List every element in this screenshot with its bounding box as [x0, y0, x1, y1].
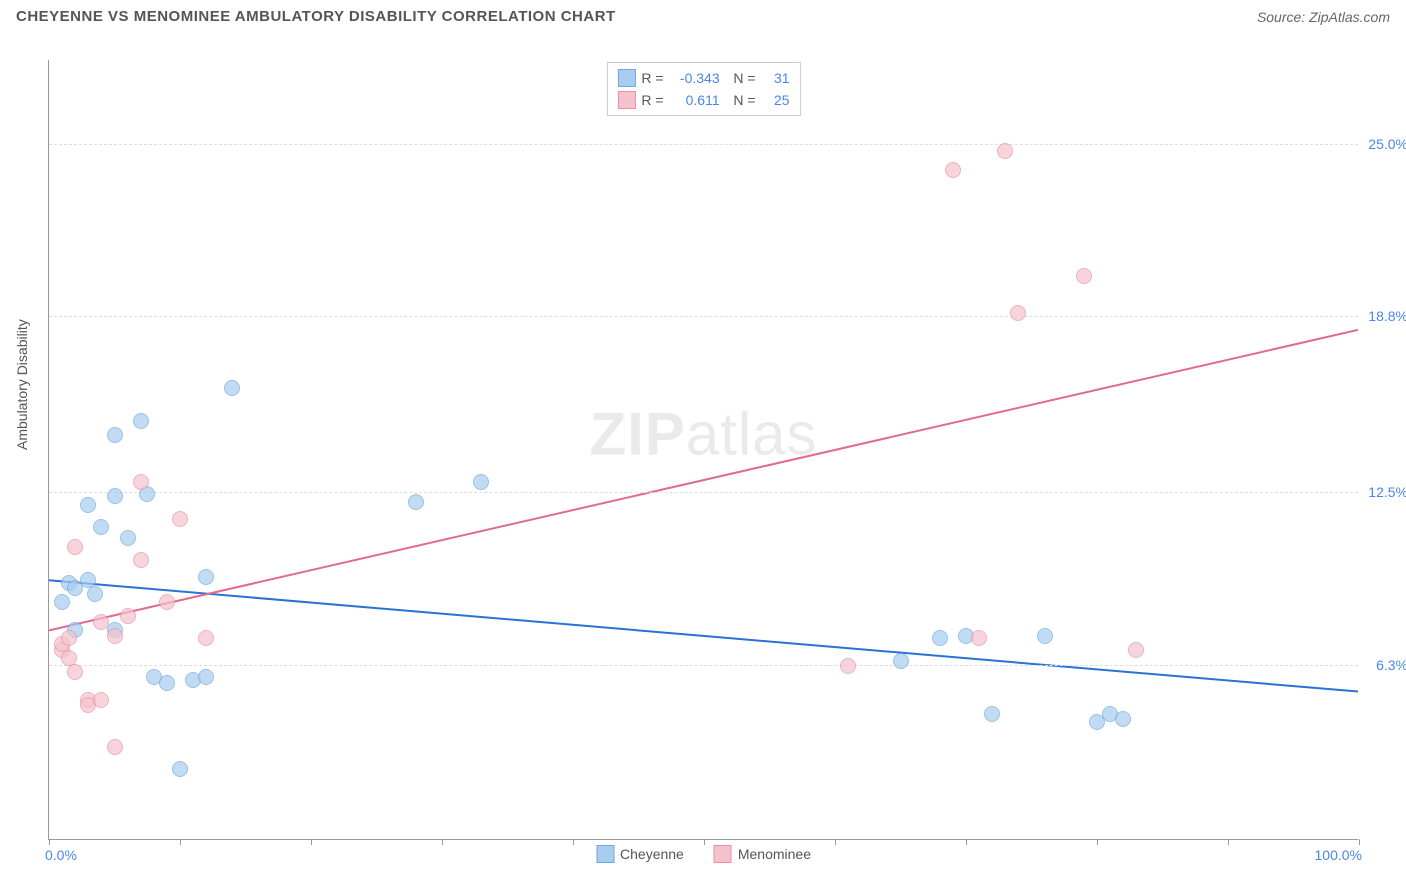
data-point — [473, 474, 489, 490]
data-point — [971, 630, 987, 646]
legend-series-name: Cheyenne — [620, 846, 684, 862]
data-point — [120, 530, 136, 546]
data-point — [1037, 628, 1053, 644]
data-point — [67, 539, 83, 555]
x-tick — [835, 839, 836, 845]
data-point — [932, 630, 948, 646]
series-legend-item: Menominee — [714, 845, 811, 863]
data-point — [997, 143, 1013, 159]
regression-line — [49, 580, 1358, 691]
gridline — [49, 316, 1358, 317]
data-point — [893, 653, 909, 669]
data-point — [133, 552, 149, 568]
data-point — [408, 494, 424, 510]
regression-line — [49, 330, 1358, 630]
y-axis-label: Ambulatory Disability — [14, 319, 30, 450]
x-tick — [1228, 839, 1229, 845]
legend-n-label: N = — [726, 70, 756, 86]
data-point — [67, 664, 83, 680]
x-tick — [442, 839, 443, 845]
watermark: ZIPatlas — [589, 399, 817, 468]
chart-title: CHEYENNE VS MENOMINEE AMBULATORY DISABIL… — [16, 8, 616, 25]
data-point — [945, 162, 961, 178]
legend-row: R = 0.611 N = 25 — [617, 89, 789, 111]
x-tick — [1097, 839, 1098, 845]
correlation-legend: R = -0.343 N = 31 R = 0.611 N = 25 — [606, 62, 800, 116]
data-point — [61, 630, 77, 646]
data-point — [984, 706, 1000, 722]
chart-plot-area: ZIPatlas R =-0.343 N =31R =0.611 N =25 6… — [48, 60, 1358, 840]
legend-swatch — [714, 845, 732, 863]
y-tick-label: 6.3% — [1376, 657, 1406, 673]
regression-lines — [49, 60, 1358, 839]
data-point — [107, 739, 123, 755]
x-tick — [966, 839, 967, 845]
data-point — [840, 658, 856, 674]
legend-r-value: -0.343 — [670, 70, 720, 86]
data-point — [93, 614, 109, 630]
legend-series-name: Menominee — [738, 846, 811, 862]
data-point — [107, 488, 123, 504]
data-point — [172, 761, 188, 777]
legend-swatch — [596, 845, 614, 863]
series-legend-item: Cheyenne — [596, 845, 684, 863]
x-axis-min-label: 0.0% — [45, 847, 77, 863]
data-point — [87, 586, 103, 602]
gridline — [49, 492, 1358, 493]
data-point — [198, 569, 214, 585]
legend-r-label: R = — [641, 70, 663, 86]
y-tick-label: 25.0% — [1368, 136, 1406, 152]
data-point — [80, 497, 96, 513]
gridline — [49, 665, 1358, 666]
legend-n-value: 31 — [762, 70, 790, 86]
data-point — [198, 630, 214, 646]
x-tick — [573, 839, 574, 845]
data-point — [93, 519, 109, 535]
legend-n-value: 25 — [762, 92, 790, 108]
data-point — [107, 427, 123, 443]
data-point — [159, 675, 175, 691]
series-legend: Cheyenne Menominee — [596, 845, 811, 863]
data-point — [120, 608, 136, 624]
data-point — [133, 474, 149, 490]
data-point — [1115, 711, 1131, 727]
x-axis-max-label: 100.0% — [1315, 847, 1362, 863]
legend-swatch — [617, 91, 635, 109]
legend-row: R = -0.343 N = 31 — [617, 67, 789, 89]
legend-n-label: N = — [726, 92, 756, 108]
data-point — [1010, 305, 1026, 321]
data-point — [224, 380, 240, 396]
data-point — [133, 413, 149, 429]
x-tick — [49, 839, 50, 845]
legend-r-label: R = — [641, 92, 663, 108]
x-tick — [311, 839, 312, 845]
source-attribution: Source: ZipAtlas.com — [1257, 9, 1390, 25]
data-point — [93, 692, 109, 708]
data-point — [172, 511, 188, 527]
x-tick — [180, 839, 181, 845]
gridline — [49, 144, 1358, 145]
legend-swatch — [617, 69, 635, 87]
y-tick-label: 12.5% — [1368, 484, 1406, 500]
legend-r-value: 0.611 — [670, 92, 720, 108]
data-point — [198, 669, 214, 685]
data-point — [159, 594, 175, 610]
x-tick — [1359, 839, 1360, 845]
y-tick-label: 18.8% — [1368, 308, 1406, 324]
data-point — [54, 594, 70, 610]
data-point — [107, 628, 123, 644]
data-point — [1128, 642, 1144, 658]
data-point — [1076, 268, 1092, 284]
